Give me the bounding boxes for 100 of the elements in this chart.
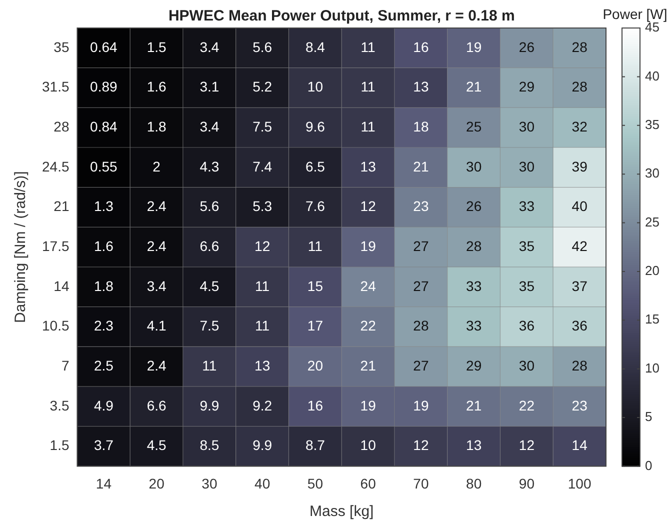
data-label: 2.4 [146,198,166,214]
data-label: 21 [360,357,376,374]
data-label: 42 [572,238,588,254]
y-tick-label: 10.5 [42,318,70,334]
data-label: 0.89 [90,78,118,95]
x-axis-title: Mass [kg] [310,503,374,520]
x-tick-label: 50 [307,475,324,492]
data-label: 30 [518,158,535,174]
data-label: 11 [360,78,376,95]
x-tick-label: 20 [148,475,165,492]
data-label: 1.8 [146,118,166,134]
data-label: 4.9 [94,397,114,414]
x-tick-label: 90 [518,475,535,492]
x-tick-label: 70 [413,475,429,492]
data-label: 39 [572,158,588,174]
data-label: 29 [466,357,482,374]
data-label: 27 [413,278,429,294]
data-label: 8.4 [305,38,326,55]
data-label: 36 [572,318,588,334]
data-label: 20 [307,357,324,374]
data-label: 28 [572,78,588,95]
data-label: 25 [466,118,482,134]
data-label: 9.6 [305,118,326,134]
data-label: 4.3 [200,158,220,174]
data-label: 5.6 [200,198,220,214]
data-label: 7.5 [252,118,272,134]
data-label: 13 [254,357,270,374]
data-label: 0.55 [90,158,118,174]
data-label: 37 [572,278,588,294]
data-label: 2.5 [94,357,114,374]
color-bar-label: 35 [645,116,660,132]
color-bar-label: 40 [645,68,660,84]
data-label: 7.4 [252,158,272,174]
data-label: 3.7 [94,437,114,454]
data-label: 2.4 [146,357,166,374]
data-label: 12 [413,437,429,454]
data-label: 8.7 [305,437,326,454]
data-label: 19 [360,238,376,254]
data-label: 28 [413,318,429,334]
chart-title: HPWEC Mean Power Output, Summer, r = 0.18 m [168,8,515,25]
data-label: 32 [572,118,588,134]
data-label: 2.4 [146,238,166,254]
y-axis-title: Damping [Nm / (rad/s)] [12,171,30,323]
data-label: 11 [360,118,376,134]
data-label: 9.9 [200,397,220,414]
x-tick-label: 100 [568,475,592,492]
data-label: 9.9 [252,437,272,454]
data-label: 33 [466,318,482,334]
x-tick-label: 30 [202,475,218,492]
data-label: 26 [466,198,482,214]
data-label: 3.4 [200,38,220,55]
data-label: 11 [360,38,376,55]
data-label: 3.1 [200,78,220,95]
color-bar-label: 30 [645,166,660,181]
data-label: 11 [308,238,323,254]
data-label: 4.1 [146,318,166,334]
data-label: 1.6 [146,78,166,95]
y-tick-label: 31.5 [42,78,70,95]
color-bar-label: 5 [645,409,652,424]
data-label: 11 [255,318,270,334]
data-label: 9.2 [252,397,272,414]
data-label: 11 [202,357,217,374]
data-label: 3.4 [200,118,220,134]
data-label: 1.6 [94,238,114,254]
data-label: 33 [466,278,482,294]
data-label: 13 [413,78,429,95]
data-label: 1.8 [94,278,114,294]
data-label: 15 [307,278,324,294]
color-bar-title: Power [W] [602,6,668,22]
data-label: 2.3 [94,318,114,334]
data-label: 28 [572,357,588,374]
data-label: 10 [307,78,324,95]
data-label: 7.5 [200,318,220,334]
x-tick-label: 80 [466,475,482,492]
data-label: 40 [572,198,588,214]
data-label: 30 [466,158,482,174]
y-tick-label: 3.5 [50,397,70,414]
data-label: 13 [360,158,376,174]
data-label: 22 [360,318,376,334]
data-label: 4.5 [200,278,220,294]
data-label: 26 [518,38,535,55]
data-label: 27 [413,357,429,374]
data-label: 24 [360,278,376,294]
y-tick-label: 17.5 [42,238,70,254]
x-tick-label: 40 [254,475,270,492]
data-label: 28 [572,38,588,55]
data-label: 33 [518,198,535,214]
data-label: 23 [572,397,588,414]
data-label: 17 [307,318,324,334]
data-label: 1.3 [94,198,114,214]
data-label: 27 [413,238,429,254]
data-label: 30 [518,357,535,374]
y-tick-label: 7 [61,357,70,374]
data-label: 6.6 [146,397,166,414]
data-label: 22 [518,397,535,414]
data-label: 6.5 [305,158,326,174]
data-label: 16 [307,397,324,414]
data-label: 12 [254,238,270,254]
data-label: 0.64 [90,38,118,55]
data-label: 8.5 [200,437,220,454]
